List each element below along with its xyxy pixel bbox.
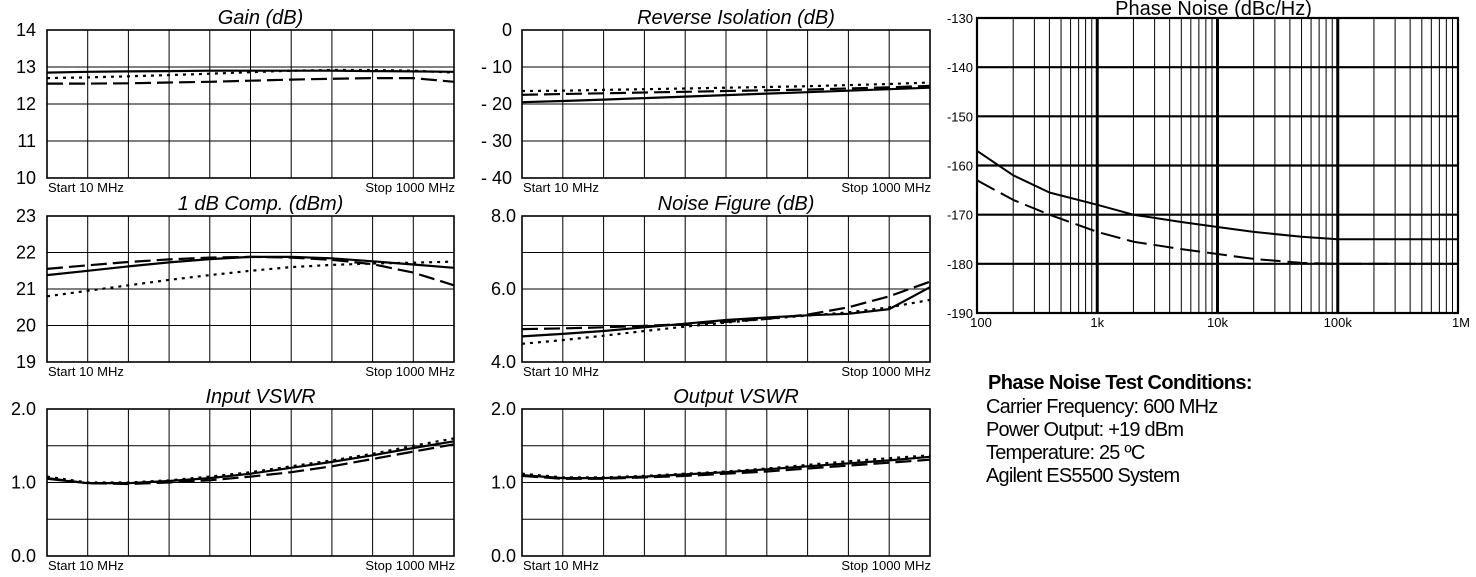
y-tick-label: 10 <box>16 168 36 188</box>
x-start-label: Start 10 MHz <box>48 558 124 573</box>
reverse-isolation-chart: Reverse Isolation (dB) 0 - 10 - 20 - 30 - 40 S… <box>481 7 931 195</box>
y-tick-label: 13 <box>16 57 36 77</box>
series-line-dashed <box>47 76 455 85</box>
chart-title: Gain (dB) <box>218 7 304 29</box>
chart-title: Output VSWR <box>673 386 799 408</box>
series-line-solid <box>976 149 1458 241</box>
x-tick-label: 10k <box>1207 315 1228 330</box>
x-start-label: Start 10 MHz <box>523 364 599 379</box>
series-line-dashed <box>976 179 1458 265</box>
y-tick-label: 2.0 <box>491 399 516 419</box>
y-tick-label: 4.0 <box>491 352 516 372</box>
y-tick-label: 22 <box>16 243 36 263</box>
conditions-title: Phase Noise Test Conditions: <box>988 372 1253 394</box>
plot-frame <box>521 29 931 179</box>
series-line-dashed <box>46 443 455 486</box>
phase-noise-test-conditions: Phase Noise Test Conditions: Carrier Fre… <box>986 372 1446 488</box>
x-start-label: Start 10 MHz <box>48 180 124 195</box>
input-vswr-chart: Input VSWR 2.0 1.0 0.0 Start 10 MHz Stop 1000… <box>11 386 455 573</box>
y-tick-label: -180 <box>947 257 973 272</box>
x-stop-label: Stop 1000 MHz <box>365 180 455 195</box>
y-tick-label: 2.0 <box>11 399 36 419</box>
plot-frame <box>46 29 455 179</box>
y-tick-label: 6.0 <box>491 279 516 299</box>
y-tick-label: 0.0 <box>11 546 36 566</box>
x-stop-label: Stop 1000 MHz <box>365 558 455 573</box>
chart-title: Phase Noise (dBc/Hz) <box>1115 0 1312 20</box>
compression-chart: 1 dB Comp. (dBm) 23 22 21 20 19 Start 10 MHz St… <box>16 193 455 379</box>
x-start-label: Start 10 MHz <box>48 364 124 379</box>
plot-frame <box>521 408 931 557</box>
y-tick-label: 8.0 <box>491 206 516 226</box>
temperature-line: Temperature: 25 ºC <box>986 442 1145 464</box>
x-stop-label: Stop 1000 MHz <box>841 180 931 195</box>
y-tick-label: -140 <box>947 60 973 75</box>
y-tick-label: 0.0 <box>491 546 516 566</box>
gain-chart: Gain (dB) 14 13 12 11 10 Start 10 MHz Stop 1000… <box>16 7 455 195</box>
y-tick-label: 12 <box>16 94 36 114</box>
y-tick-label: -150 <box>947 109 973 124</box>
series-line-solid <box>521 86 931 104</box>
y-tick-label: 0 <box>502 20 512 40</box>
y-tick-label: 23 <box>16 206 36 226</box>
x-tick-label: 100 <box>970 315 992 330</box>
plot-frame <box>46 408 455 557</box>
plot-frame <box>46 215 455 363</box>
plot-frame <box>521 215 931 363</box>
output-vswr-chart: Output VSWR 2.0 1.0 0.0 Start 10 MHz Stop 100… <box>491 386 931 573</box>
y-tick-label: 1.0 <box>491 473 516 493</box>
x-start-label: Start 10 MHz <box>523 558 599 573</box>
y-tick-label: - 30 <box>481 131 512 151</box>
chart-title: Reverse Isolation (dB) <box>637 7 835 29</box>
x-tick-label: 100k <box>1324 315 1353 330</box>
series-line-dashed <box>521 84 931 96</box>
y-tick-label: - 40 <box>481 168 512 188</box>
series-line-solid <box>521 286 931 338</box>
x-start-label: Start 10 MHz <box>523 180 599 195</box>
noise-figure-chart: Noise Figure (dB) 8.0 6.0 4.0 Start 10 MHz St… <box>491 193 931 379</box>
y-tick-label: -190 <box>947 306 973 321</box>
series-line-dashed <box>521 280 931 331</box>
power-output-line: Power Output: +19 dBm <box>986 419 1184 441</box>
y-tick-label: 14 <box>16 20 36 40</box>
series-line-dashed <box>521 458 931 480</box>
y-tick-label: 11 <box>17 131 36 151</box>
chart-title: Noise Figure (dB) <box>658 193 815 215</box>
x-tick-label: 1M <box>1452 315 1470 330</box>
chart-title: 1 dB Comp. (dBm) <box>178 193 344 215</box>
system-line: Agilent ES5500 System <box>986 465 1180 487</box>
y-tick-label: 1.0 <box>11 473 36 493</box>
x-stop-label: Stop 1000 MHz <box>841 364 931 379</box>
y-tick-label: - 10 <box>481 57 512 77</box>
x-stop-label: Stop 1000 MHz <box>841 558 931 573</box>
y-tick-label: - 20 <box>481 94 512 114</box>
series-line-dashed <box>46 255 455 287</box>
series-line-solid <box>46 69 455 74</box>
y-tick-label: -170 <box>947 208 973 223</box>
x-tick-label: 1k <box>1090 315 1104 330</box>
y-tick-label: -130 <box>947 11 973 26</box>
y-tick-label: 20 <box>16 316 36 336</box>
phase-noise-chart: Phase Noise (dBc/Hz) -130 -140 -150 -160 -170… <box>947 0 1470 330</box>
carrier-frequency-line: Carrier Frequency: 600 MHz <box>986 396 1218 418</box>
plot-frame <box>975 16 1460 315</box>
x-stop-label: Stop 1000 MHz <box>365 364 455 379</box>
y-tick-label: -160 <box>947 159 973 174</box>
y-tick-label: 21 <box>16 279 36 299</box>
chart-title: Input VSWR <box>205 386 315 408</box>
y-tick-label: 19 <box>16 352 36 372</box>
